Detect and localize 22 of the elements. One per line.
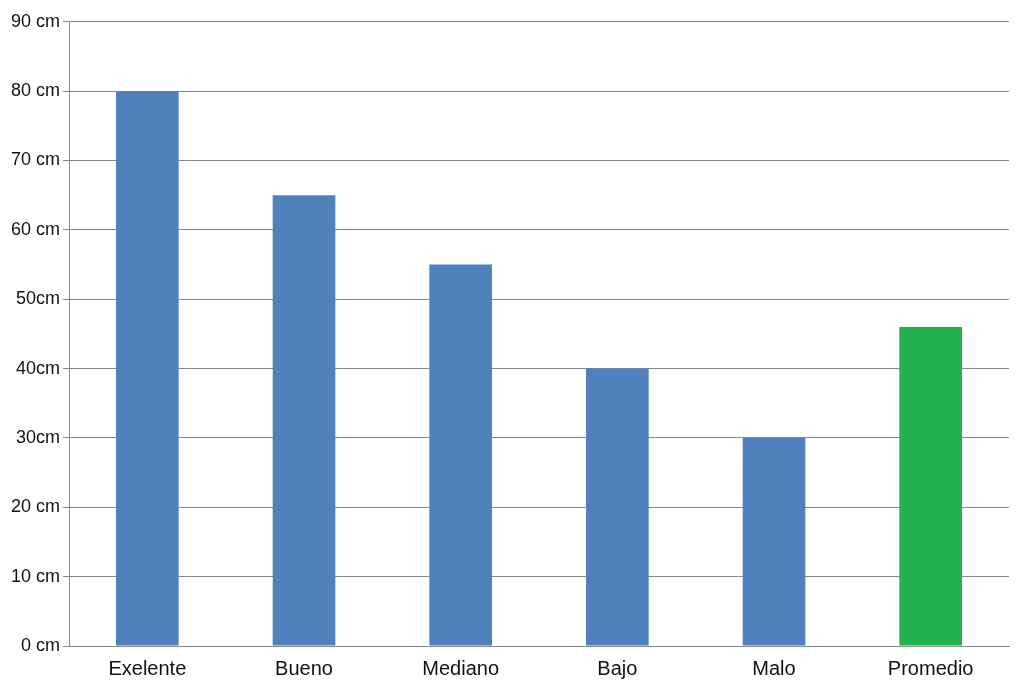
y-tick-label: 20 cm: [10, 496, 61, 517]
x-tick-label: Malo: [752, 656, 796, 679]
y-tick-label: 40cm: [16, 357, 61, 378]
y-tick-label: 30cm: [16, 426, 61, 447]
x-tick-label: Mediano: [422, 656, 500, 679]
bar: [899, 326, 962, 646]
y-tick-label: 60 cm: [10, 218, 61, 239]
x-tick-label: Exelente: [108, 656, 187, 679]
bar: [272, 195, 336, 646]
bar: [116, 91, 179, 646]
x-tick-label: Promedio: [887, 656, 974, 679]
y-tick-label: 70 cm: [10, 149, 61, 170]
y-tick-label: 0 cm: [21, 634, 61, 655]
x-tick-label: Bajo: [597, 656, 638, 679]
bar: [429, 264, 493, 646]
x-tick-label: Bueno: [275, 656, 333, 679]
y-tick-label: 50cm: [16, 288, 61, 309]
bar: [742, 437, 806, 646]
y-tick-label: 90 cm: [10, 10, 61, 31]
y-tick-label: 10 cm: [10, 565, 61, 586]
y-tick-label: 80 cm: [10, 80, 61, 101]
bar: [586, 368, 649, 646]
